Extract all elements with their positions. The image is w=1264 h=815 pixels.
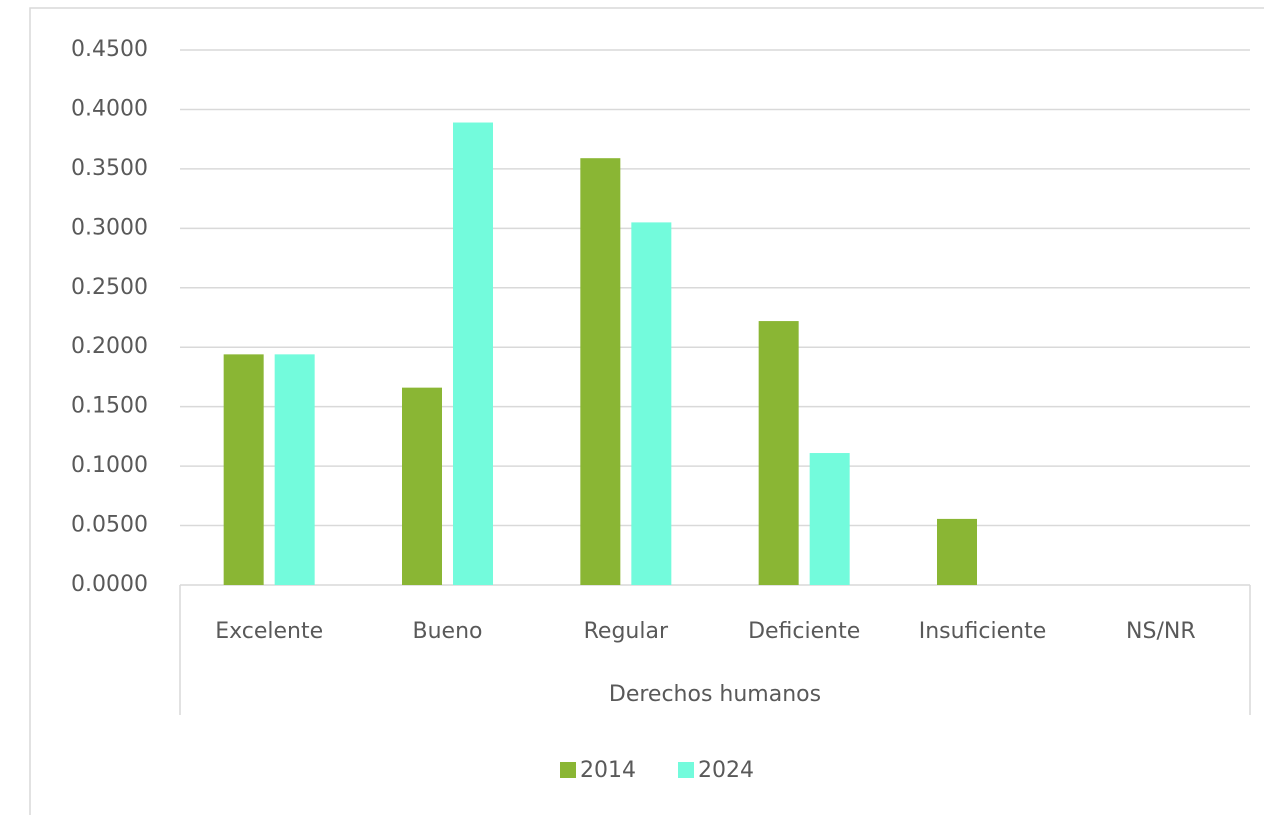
y-tick-label: 0.3000 [71,215,148,240]
bar [274,354,315,585]
x-tick-label: Deficiente [748,619,860,644]
bar [758,321,799,585]
bar [223,354,264,585]
x-tick-label: Bueno [413,619,483,644]
legend-swatch [678,762,694,778]
y-tick-label: 0.2000 [71,334,148,359]
x-tick-label: Regular [584,619,669,644]
legend-label: 2014 [580,758,636,783]
x-axis-title: Derechos humanos [609,682,821,707]
bar [809,453,850,585]
x-tick-label: Insuficiente [919,619,1047,644]
legend-label: 2024 [698,758,754,783]
y-tick-label: 0.1000 [71,453,148,478]
bar [937,518,977,585]
y-tick-label: 0.0000 [71,572,148,597]
bar [580,158,621,585]
bar [402,387,442,585]
chart-frame [29,7,1264,815]
y-tick-label: 0.3500 [71,156,148,181]
x-tick-label: Excelente [215,619,323,644]
y-tick-label: 0.0500 [71,513,148,538]
y-tick-label: 0.4500 [71,37,148,62]
x-tick-label: NS/NR [1126,619,1196,644]
y-tick-label: 0.2500 [71,275,148,300]
y-tick-label: 0.4000 [71,96,148,121]
y-tick-label: 0.1500 [71,394,148,419]
legend-swatch [560,762,576,778]
bar [453,122,493,586]
bar [631,222,672,585]
